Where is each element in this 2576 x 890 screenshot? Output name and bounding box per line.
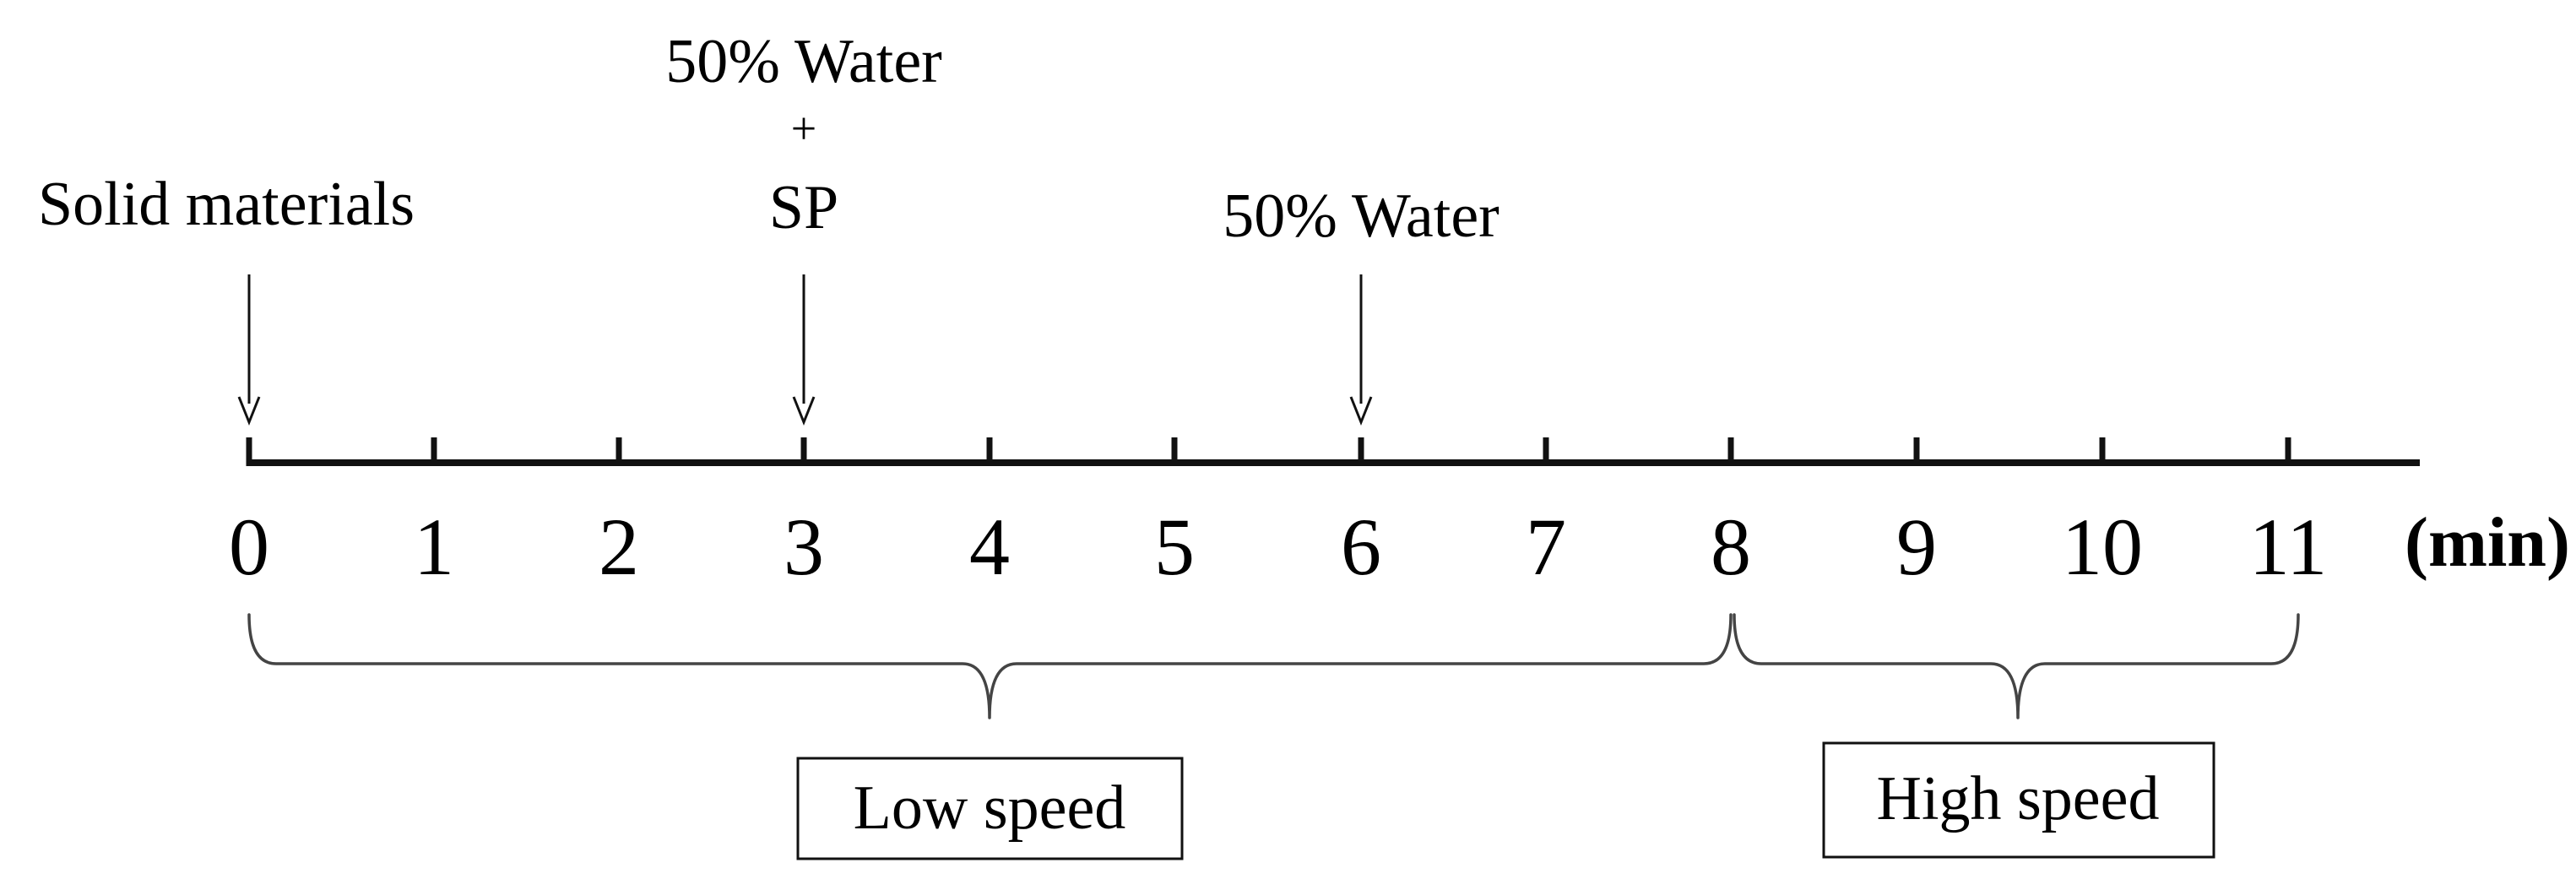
low-speed-brace bbox=[247, 613, 1733, 719]
low-speed-box-border bbox=[796, 757, 1184, 860]
low-speed-label: Low speed bbox=[854, 773, 1126, 843]
tick-label: 3 bbox=[784, 502, 824, 592]
event-label-water-sp-line3: SP bbox=[769, 173, 838, 242]
event-label-solid-materials: Solid materials bbox=[38, 170, 415, 239]
high-speed-box-border bbox=[1822, 741, 2215, 859]
event-arrow-3 bbox=[792, 274, 816, 426]
tick-label: 2 bbox=[599, 502, 639, 592]
event-label-water-sp-line1: 50% Water bbox=[665, 27, 942, 96]
tick-label: 11 bbox=[2249, 502, 2327, 592]
time-unit-label: (min) bbox=[2405, 503, 2570, 582]
tick-marks bbox=[246, 437, 2291, 466]
tick-label: 1 bbox=[414, 502, 454, 592]
low-speed-box: Low speed bbox=[796, 757, 1184, 860]
tick-label: 0 bbox=[229, 502, 269, 592]
event-arrow-6 bbox=[1349, 274, 1373, 426]
high-speed-box: High speed bbox=[1822, 741, 2215, 859]
tick-labels: 0 1 2 3 4 5 6 7 8 9 10 11 bbox=[229, 502, 2327, 592]
event-label-water-sp-plus: + bbox=[791, 103, 816, 154]
high-speed-label: High speed bbox=[1877, 764, 2160, 833]
tick-label: 7 bbox=[1526, 502, 1566, 592]
tick-label: 9 bbox=[1896, 502, 1937, 592]
event-label-water-second: 50% Water bbox=[1223, 182, 1500, 251]
tick-label: 4 bbox=[969, 502, 1010, 592]
event-arrow-0 bbox=[237, 274, 261, 426]
high-speed-brace bbox=[1733, 613, 2300, 719]
tick-label: 10 bbox=[2062, 502, 2143, 592]
tick-label: 6 bbox=[1341, 502, 1381, 592]
tick-label: 8 bbox=[1711, 502, 1751, 592]
tick-label: 5 bbox=[1154, 502, 1195, 592]
